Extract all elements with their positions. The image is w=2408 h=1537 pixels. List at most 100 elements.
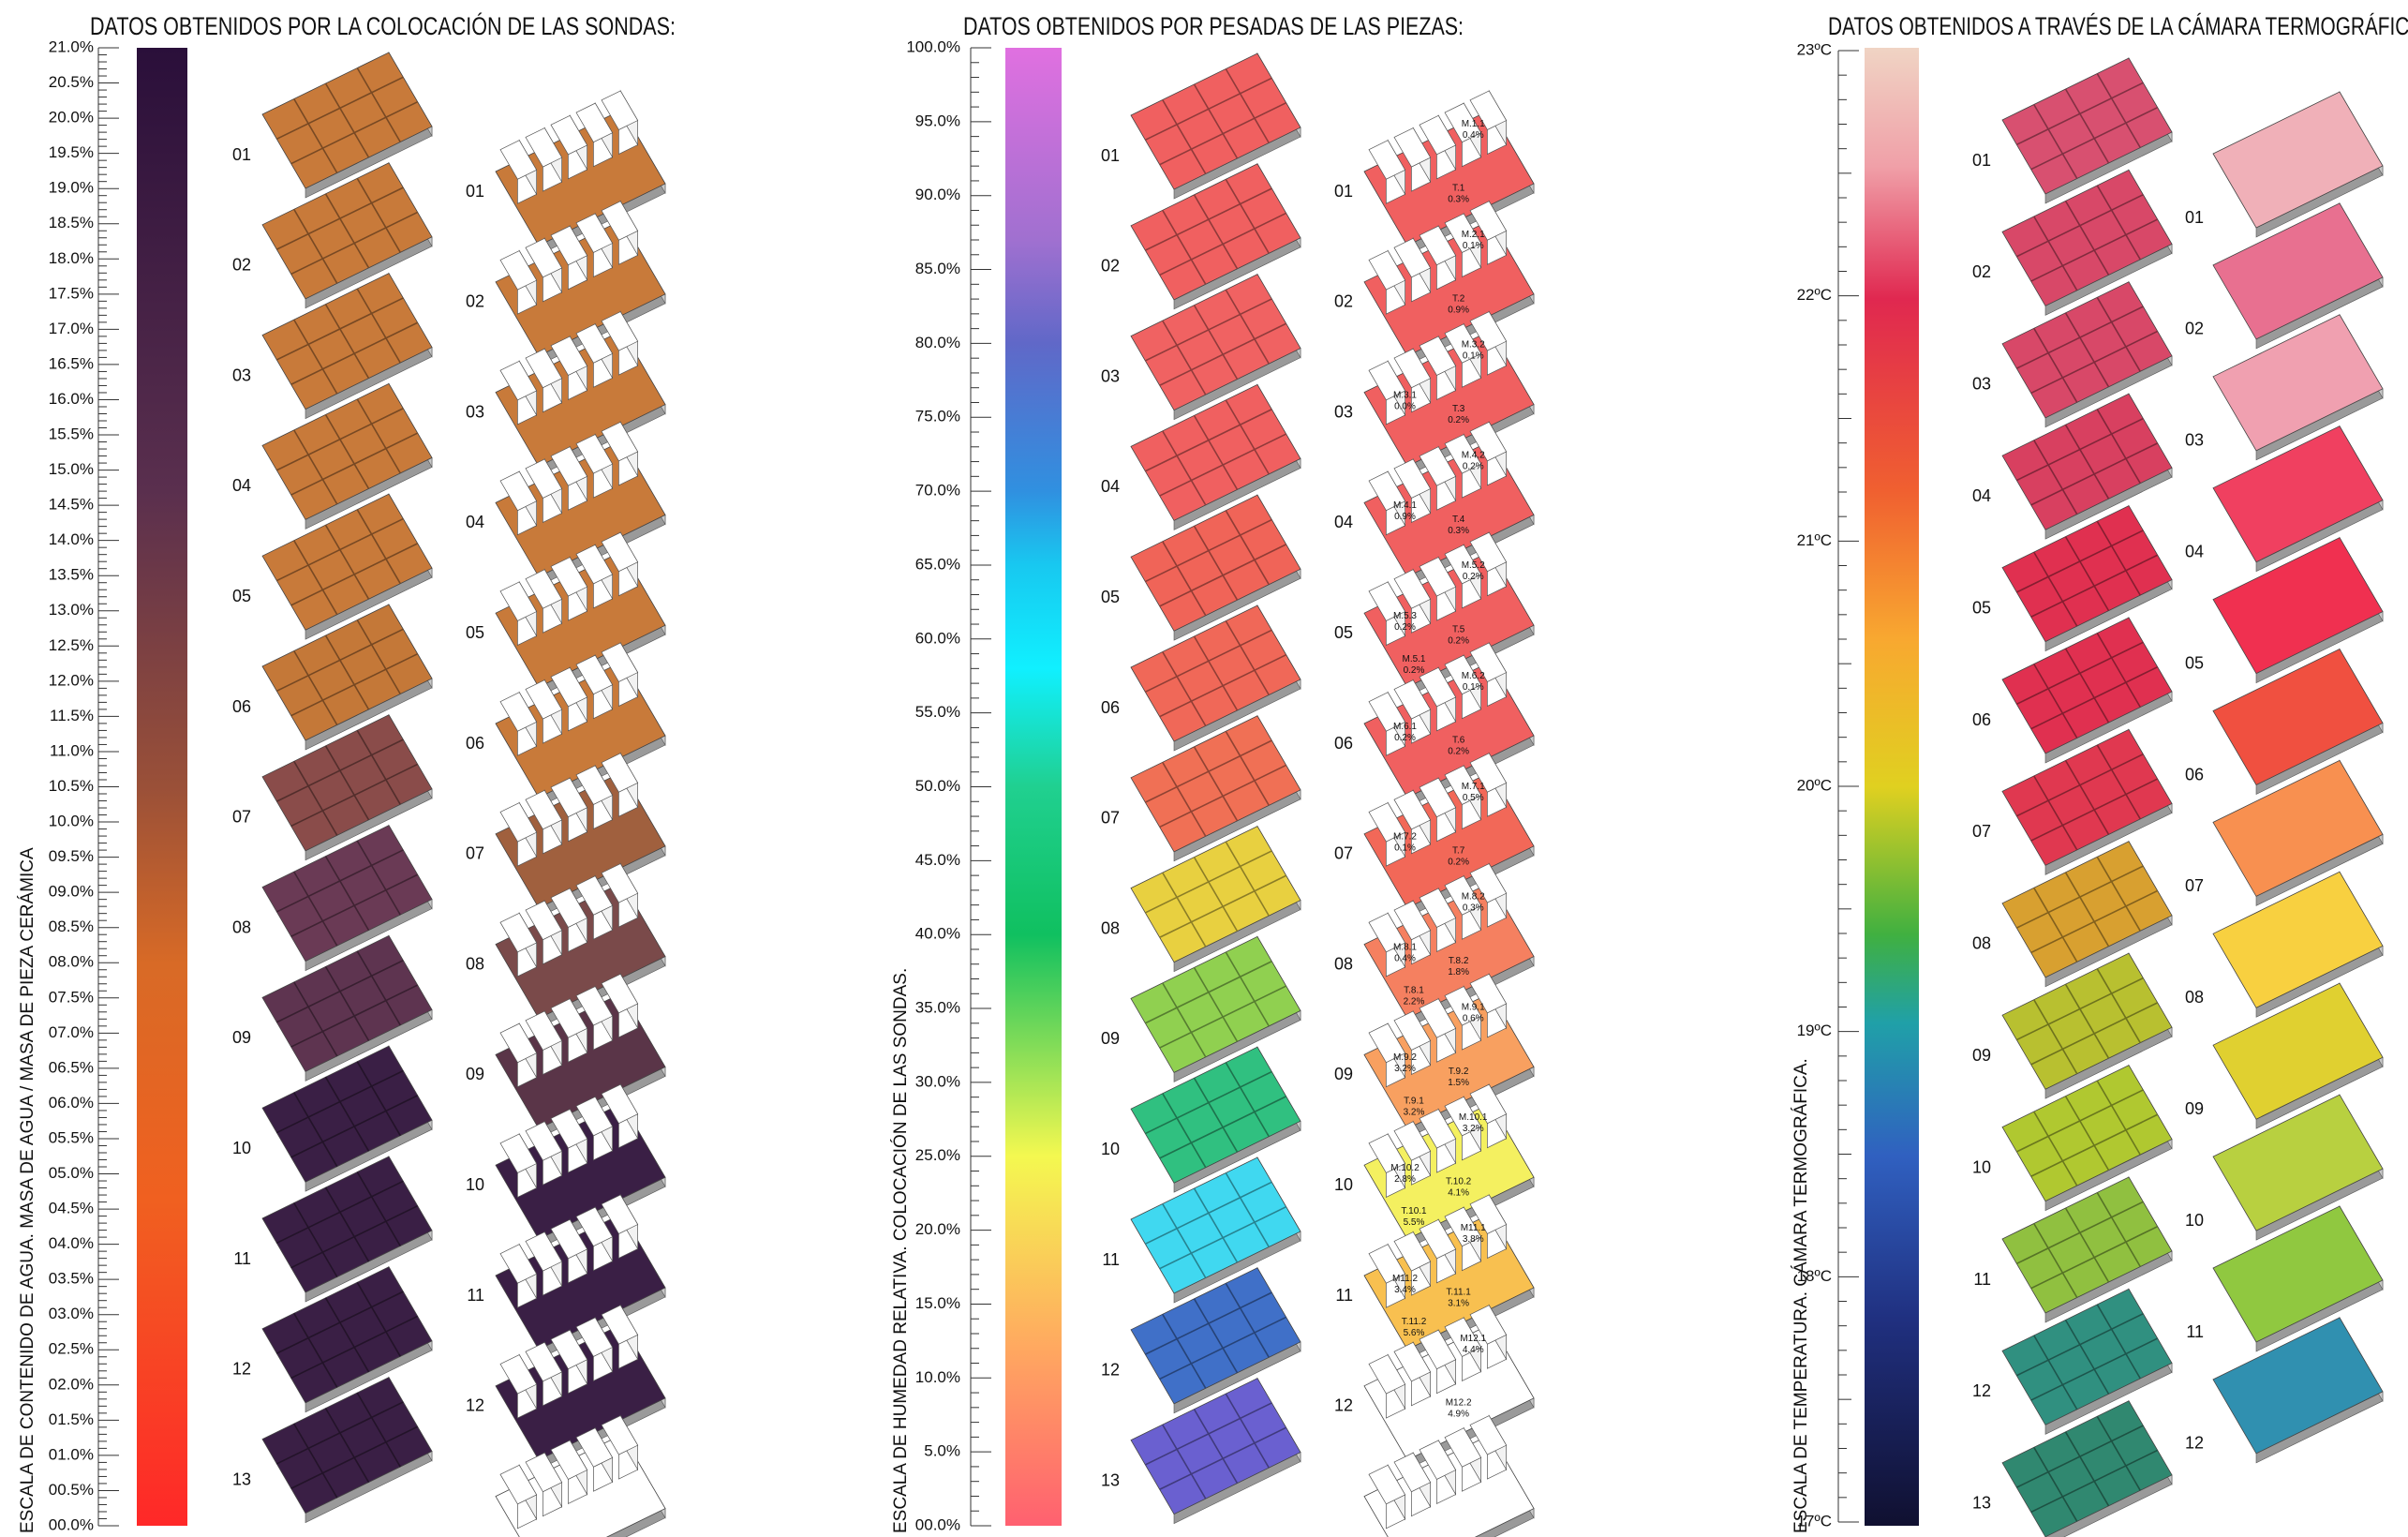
sample-number: 01 [1334, 182, 1353, 201]
block-top [1469, 1305, 1508, 1345]
tile-joint [324, 1076, 370, 1152]
sample-tile [1130, 714, 1301, 862]
panel-title: DATOS OBTENIDOS POR LA COLOCACIÓN DE LAS… [90, 11, 676, 40]
sample-number: 06 [1972, 710, 1991, 729]
tile-joint [2015, 1201, 2144, 1265]
tile-top [2212, 1205, 2384, 1343]
block-top [1469, 90, 1508, 130]
block-top [1444, 1317, 1482, 1357]
tile-joint [1144, 850, 1272, 914]
scale-label: 18.5% [49, 214, 94, 231]
block-top [601, 531, 639, 573]
tile-joint [356, 509, 401, 585]
tile-joint [1225, 68, 1270, 143]
measure-name: M12.1 [1460, 1334, 1486, 1344]
scale-label: 75.0% [915, 408, 960, 425]
tile-joint [2064, 1431, 2110, 1507]
tile-joint [356, 177, 401, 253]
block-top [1419, 666, 1457, 708]
block-top [1419, 225, 1457, 266]
tile-joint [1162, 1093, 1207, 1169]
sample-number: 13 [1972, 1494, 1991, 1513]
tile-joint [1162, 651, 1207, 726]
sample-number: 08 [1334, 954, 1353, 973]
tile-joint [1193, 83, 1239, 159]
tile-joint [2033, 1335, 2078, 1410]
tile-joint [324, 304, 370, 380]
tile-joint [1225, 1062, 1270, 1138]
sample-tile [2001, 56, 2173, 204]
tile-joint [293, 208, 338, 284]
tile-joint [1193, 194, 1239, 270]
block-top [1393, 789, 1432, 830]
tile-joint [275, 408, 404, 471]
tile-joint [293, 1092, 338, 1168]
tile-top [2212, 871, 2384, 1008]
block-top [1368, 470, 1406, 512]
tile-joint [275, 1180, 404, 1245]
block-top [1419, 1329, 1457, 1370]
color-scale-bar [137, 48, 187, 1526]
measure-name: M.5.3 [1393, 611, 1417, 621]
sample-tile [1363, 973, 1535, 1139]
scale-label: 15.0% [49, 460, 94, 478]
measure-name: M11.2 [1392, 1274, 1418, 1284]
tile-joint [1159, 1205, 1287, 1270]
sample-number: 03 [1334, 402, 1353, 421]
tile-top [2212, 314, 2384, 452]
block-top [550, 114, 588, 156]
sample-tile [495, 1304, 666, 1470]
tile-joint [1144, 1402, 1272, 1466]
tile-joint [275, 1291, 404, 1354]
measure-value: 3.8% [1463, 1234, 1484, 1245]
sample-tile [1130, 1156, 1301, 1304]
tile-joint [293, 1423, 338, 1499]
sample-tile [495, 1414, 666, 1537]
sample-number: 08 [1101, 918, 1120, 937]
scale-label: 02.5% [49, 1340, 94, 1358]
sample-number: 01 [1101, 146, 1120, 165]
tile-joint [2064, 872, 2110, 948]
block-top [1368, 692, 1406, 732]
tile-joint [275, 1401, 404, 1465]
sample-tile [261, 824, 433, 972]
measure-value: 0.9% [1448, 305, 1469, 315]
tile-joint [290, 1425, 419, 1489]
tile-joint [2064, 1096, 2110, 1171]
tile-joint [356, 1281, 401, 1357]
block-top [1393, 1231, 1432, 1272]
scale-label: 80.0% [915, 334, 960, 351]
tile-joint [2033, 1111, 2078, 1186]
tile-joint [356, 840, 401, 916]
tile-joint [1159, 874, 1287, 938]
tile-joint [290, 1095, 419, 1158]
tile-joint [1193, 305, 1239, 381]
tile-top [2212, 1094, 2384, 1231]
block-top [1393, 458, 1432, 499]
block-top [525, 1341, 563, 1382]
tile-joint [324, 1408, 370, 1484]
block-top [601, 1305, 639, 1345]
sample-tile [261, 1376, 433, 1524]
block-top [601, 421, 639, 462]
measure-name: T.4 [1452, 515, 1465, 525]
tile-joint [1162, 1313, 1207, 1389]
sample-tile [261, 1265, 433, 1413]
measure-name: M.3.1 [1393, 390, 1417, 400]
tile-joint [293, 1312, 338, 1388]
measure-name: M.7.1 [1462, 782, 1485, 792]
tile-joint [1159, 764, 1287, 828]
tile-joint [1193, 635, 1239, 711]
tile-joint [1162, 430, 1207, 506]
block-top [550, 1329, 588, 1370]
block-top [550, 777, 588, 818]
tile-joint [275, 628, 404, 693]
tile-joint [1193, 1187, 1239, 1263]
tile-joint [2096, 744, 2141, 820]
block-top [1444, 544, 1482, 585]
tile-joint [1162, 982, 1207, 1058]
sample-number: 12 [1101, 1361, 1120, 1380]
sample-tile [2212, 536, 2384, 684]
scale-label: 30.0% [915, 1072, 960, 1090]
scale-label: 22ºC [1797, 286, 1832, 304]
